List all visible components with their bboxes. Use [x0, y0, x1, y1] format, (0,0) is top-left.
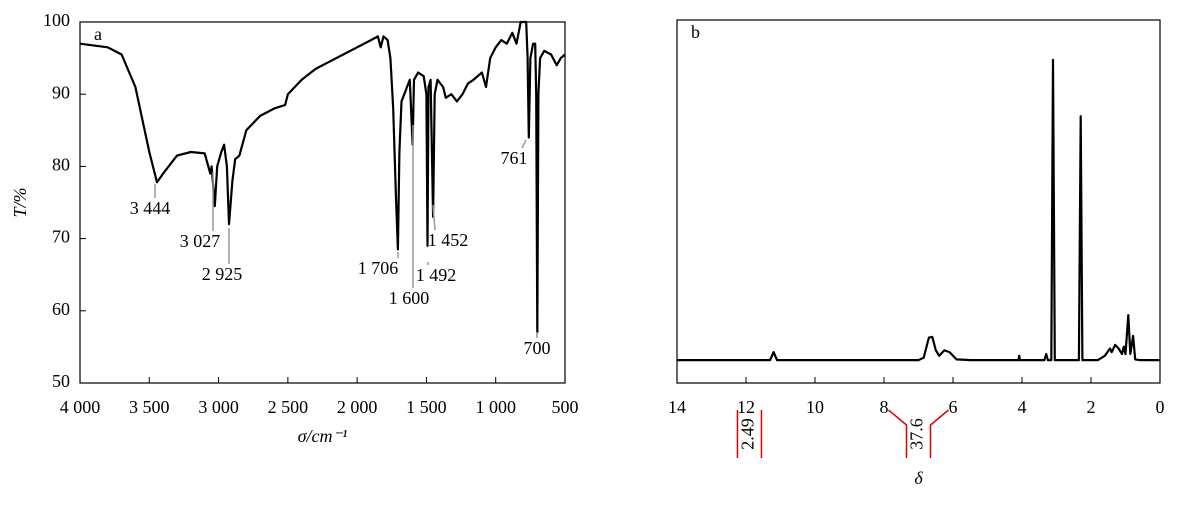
y-tick-label: 70 — [52, 227, 70, 247]
integral-bracket — [888, 409, 949, 458]
x-tick-label: 8 — [880, 397, 889, 417]
peak-label: 2 925 — [202, 264, 243, 284]
x-tick-label: 500 — [552, 397, 579, 417]
peak-label: 3 444 — [130, 198, 171, 218]
x-tick-label: 3 000 — [198, 397, 239, 417]
y-tick-label: 90 — [52, 82, 70, 102]
spectrum-line — [677, 58, 1160, 362]
y-tick-label: 80 — [52, 155, 70, 175]
x-axis-title: σ/cm⁻¹ — [298, 426, 348, 446]
x-tick-label: 14 — [668, 397, 686, 417]
x-tick-label: 2 000 — [337, 397, 378, 417]
x-tick-label: 12 — [737, 397, 755, 417]
x-tick-label: 1 500 — [406, 397, 447, 417]
peak-label: 1 452 — [428, 230, 469, 250]
panel-label: b — [691, 22, 700, 42]
peak-label: 761 — [501, 148, 528, 168]
peak-label: 3 027 — [180, 231, 221, 251]
y-tick-label: 50 — [52, 371, 70, 391]
plot-frame — [676, 19, 1161, 384]
spectrum-line — [79, 20, 566, 334]
y-tick-label: 100 — [43, 10, 70, 30]
integral-label: 2.49 — [738, 418, 758, 450]
integral-bracket — [736, 410, 763, 458]
y-tick-label: 60 — [52, 299, 70, 319]
x-axis-title: δ — [914, 468, 923, 488]
leader-line — [432, 204, 436, 231]
x-tick-label: 10 — [806, 397, 824, 417]
peak-label: 700 — [524, 338, 551, 358]
peak-label: 1 600 — [389, 288, 430, 308]
integral-label: 37.6 — [907, 418, 927, 450]
panel-label: a — [94, 24, 102, 44]
x-tick-label: 4 — [1018, 397, 1027, 417]
plot-frame — [79, 21, 566, 384]
peak-label: 1 492 — [416, 265, 457, 285]
x-tick-label: 1 000 — [475, 397, 516, 417]
x-tick-label: 2 — [1087, 397, 1096, 417]
x-tick-label: 6 — [949, 397, 958, 417]
x-tick-label: 2 500 — [268, 397, 309, 417]
x-tick-label: 3 500 — [129, 397, 170, 417]
x-tick-label: 4 000 — [60, 397, 101, 417]
x-tick-label: 0 — [1156, 397, 1165, 417]
y-axis-title: T/% — [10, 187, 30, 217]
leader-line — [521, 139, 527, 149]
peak-label: 1 706 — [358, 258, 399, 278]
